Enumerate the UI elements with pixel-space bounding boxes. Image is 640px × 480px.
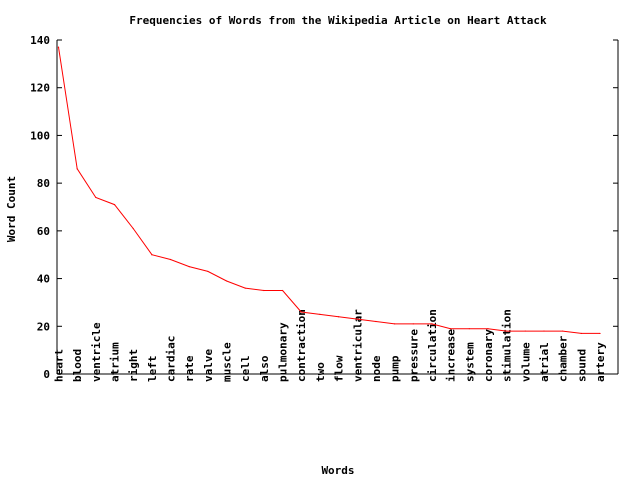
data-point [319, 313, 321, 315]
x-tick-label: also [258, 355, 271, 382]
data-point [113, 204, 116, 206]
data-point [95, 196, 97, 199]
x-tick-label: left [146, 356, 159, 383]
data-point [599, 332, 601, 335]
data-point [132, 227, 134, 230]
x-tick-label: two [314, 362, 327, 382]
data-point [543, 330, 545, 332]
data-point [225, 280, 228, 282]
series-line [58, 47, 600, 334]
data-point [207, 270, 209, 273]
x-tick-label: sound [575, 349, 588, 382]
data-point [337, 316, 340, 318]
x-tick-label: heart [53, 349, 66, 382]
y-tick-label: 120 [30, 82, 50, 95]
data-point [524, 330, 526, 332]
y-tick-label: 0 [43, 368, 50, 381]
data-point [562, 330, 564, 332]
x-tick-label: contraction [295, 309, 308, 382]
x-tick-label: artery [594, 342, 607, 382]
data-point [412, 323, 414, 325]
y-tick-label: 140 [30, 34, 50, 47]
data-point [394, 323, 396, 325]
x-tick-label: cell [239, 356, 252, 383]
data-point [151, 254, 153, 256]
x-tick-label: coronary [482, 329, 495, 382]
x-tick-label: ventricle [90, 322, 103, 382]
x-tick-label: atrium [109, 342, 122, 382]
x-tick-label: circulation [426, 309, 439, 382]
x-tick-label: pulmonary [277, 322, 290, 382]
data-point [263, 289, 265, 292]
data-point [506, 330, 508, 332]
x-tick-label: ventricular [351, 309, 364, 382]
data-point [76, 168, 78, 170]
series-layer [57, 46, 601, 335]
y-tick-label: 100 [30, 129, 50, 142]
data-point [57, 46, 60, 48]
data-point [244, 287, 246, 289]
data-point [487, 328, 489, 330]
x-axis-label: Words [321, 464, 354, 477]
x-tick-label: volume [519, 342, 532, 382]
x-tick-label: atrial [538, 342, 551, 382]
y-axis-ticks: 0 20 40 60 80 100 120 140 [30, 34, 618, 381]
y-axis-label: Word Count [5, 176, 18, 242]
y-tick-label: 80 [37, 177, 50, 190]
y-tick-label: 20 [37, 320, 50, 333]
x-tick-label: system [463, 342, 476, 382]
data-point [580, 332, 582, 335]
x-tick-label: pump [389, 355, 402, 382]
chart-title: Frequencies of Words from the Wikipedia … [129, 14, 547, 27]
x-tick-label: flow [333, 355, 346, 382]
x-tick-label: pressure [407, 329, 420, 382]
data-point [300, 311, 302, 313]
x-tick-label: stimulation [501, 309, 514, 382]
x-tick-label: cardiac [165, 336, 178, 382]
x-tick-label: rate [183, 355, 196, 382]
x-tick-label: increase [445, 329, 458, 382]
plot-axes [56, 40, 619, 375]
x-tick-label: node [370, 355, 383, 382]
data-point [468, 328, 470, 330]
data-point [356, 318, 358, 320]
x-tick-label: blood [71, 349, 84, 382]
data-point [281, 289, 284, 292]
data-point [450, 328, 452, 330]
data-point [188, 266, 190, 268]
x-tick-label: valve [202, 349, 215, 382]
x-tick-label: right [127, 349, 140, 382]
x-tick-label: chamber [557, 335, 570, 382]
data-point [169, 258, 172, 261]
x-tick-label: muscle [221, 342, 234, 382]
y-tick-label: 60 [37, 225, 50, 238]
x-axis-ticks: heart blood ventricle atrium right left cardia… [53, 309, 608, 382]
data-point [431, 323, 433, 325]
y-tick-label: 40 [37, 273, 50, 286]
data-point [375, 320, 377, 323]
